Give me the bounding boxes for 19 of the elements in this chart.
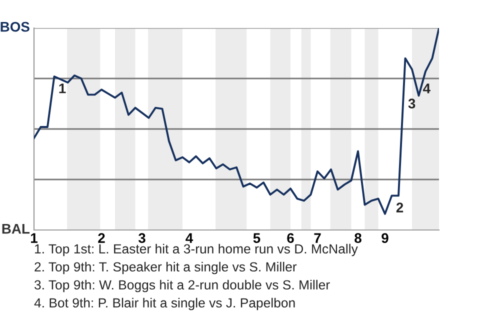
annotation: 2 — [396, 202, 404, 212]
text: 1. Top 1st: L. Easter hit a 3-run home run vs D. McNally — [35, 244, 358, 256]
x-tick-label: 4 — [186, 233, 194, 243]
x-tick-label: 2 — [98, 233, 105, 243]
x-tick-label: 5 — [253, 233, 260, 243]
text: BOS — [0, 22, 30, 32]
text: 4. Bot 9th: P. Blair hit a single vs J. Papelbon — [34, 298, 295, 310]
x-tick-label: 9 — [382, 233, 388, 243]
text: BAL — [2, 224, 30, 234]
x-tick-label: 8 — [354, 233, 362, 243]
x-tick-label: 3 — [138, 233, 146, 243]
annotation: 3 — [408, 98, 416, 109]
x-tick-label: 7 — [314, 233, 321, 243]
annotation: 1 — [59, 84, 66, 94]
x-tick-label: 1 — [31, 233, 38, 243]
x-tick-label: 6 — [287, 233, 294, 243]
text: 2. Top 9th: T. Speaker hit a single vs S. Miller — [34, 262, 297, 274]
text: 3. Top 9th: W. Boggs hit a 2-run double vs S. Miller — [34, 280, 330, 292]
annotation: 4 — [423, 84, 430, 94]
